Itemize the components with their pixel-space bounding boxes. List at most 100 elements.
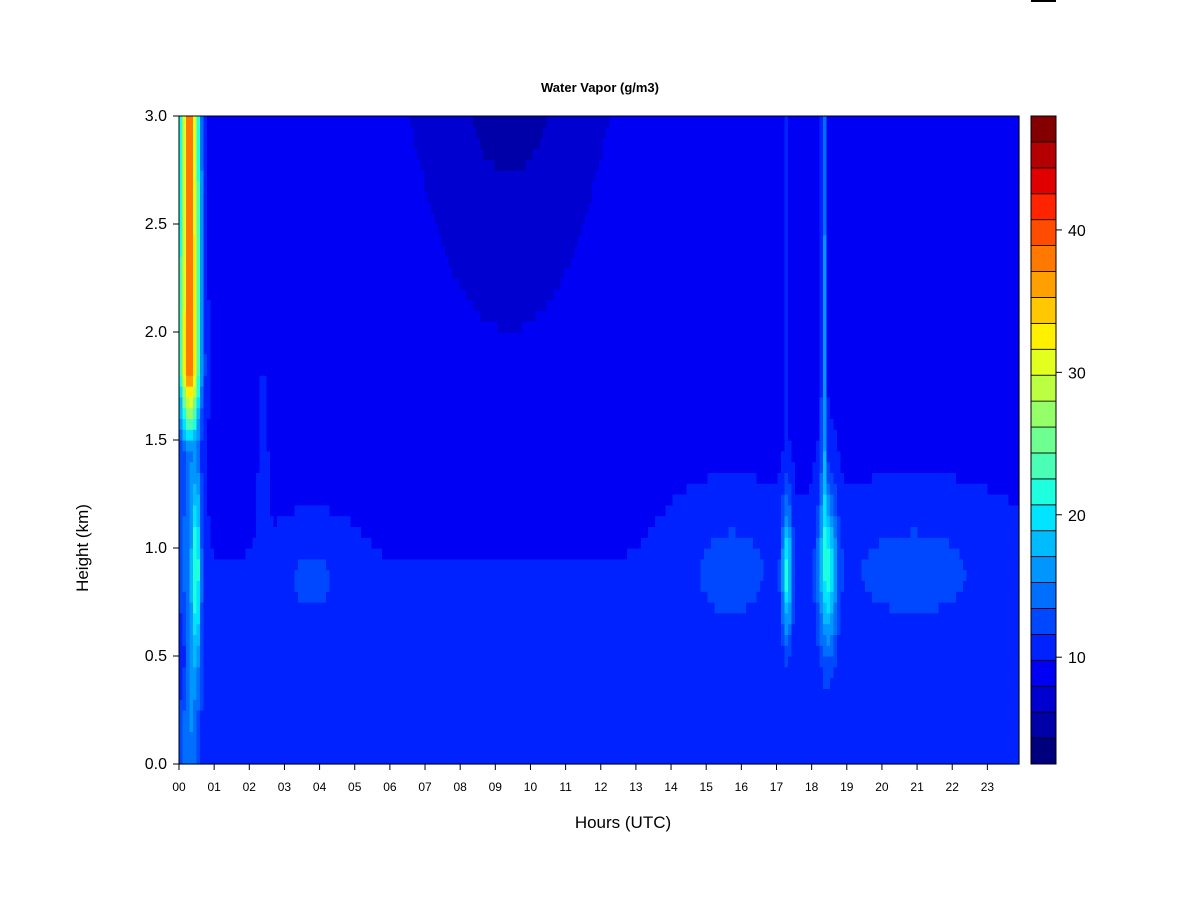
heat-cell	[823, 191, 828, 203]
heat-cell	[816, 634, 821, 646]
heat-cell	[641, 537, 712, 549]
heat-cell	[182, 310, 187, 322]
heat-cell	[784, 321, 789, 333]
heat-cell	[186, 364, 194, 376]
colorbar-border	[1030, 115, 1057, 765]
heat-cell	[830, 558, 835, 571]
heat-cell	[826, 375, 1020, 387]
heat-cell	[210, 342, 786, 355]
heat-cell	[795, 472, 814, 484]
heat-cell	[784, 440, 793, 452]
heat-cell	[546, 116, 611, 128]
heat-cell	[788, 202, 821, 214]
heat-cell	[833, 537, 838, 549]
heat-cell	[210, 396, 261, 409]
heat-cell	[196, 548, 201, 560]
heat-cell	[182, 731, 198, 743]
heat-cell	[196, 710, 201, 722]
heat-cell	[837, 591, 842, 603]
heat-cell	[193, 494, 201, 506]
heat-cell	[413, 126, 478, 139]
heat-cell	[179, 256, 184, 268]
heat-cell	[259, 429, 268, 441]
heat-cell	[186, 429, 194, 441]
heat-cell	[753, 537, 782, 549]
heat-cell	[438, 224, 583, 236]
heat-cell	[186, 472, 191, 484]
heat-cell	[781, 548, 786, 560]
heat-cell	[473, 116, 548, 128]
colorbar-swatch	[1030, 219, 1057, 246]
heat-cell	[819, 569, 824, 581]
heat-cell	[200, 472, 205, 484]
heat-cell	[203, 353, 208, 365]
heat-cell	[203, 386, 212, 398]
heat-cell	[196, 256, 201, 268]
heat-cell	[473, 299, 548, 311]
heat-cell	[179, 429, 184, 441]
heat-cell	[823, 234, 828, 247]
heat-cell	[186, 148, 194, 160]
heat-cell	[179, 418, 184, 430]
heat-cell	[200, 526, 205, 538]
heat-cell	[833, 580, 838, 592]
heat-cell	[788, 256, 821, 268]
heat-cell	[179, 234, 184, 247]
heatmap-field	[179, 116, 1020, 765]
heat-cell	[784, 245, 789, 257]
heat-cell	[193, 710, 198, 722]
y-tick-label: 2.5	[145, 216, 167, 233]
heat-cell	[431, 202, 590, 214]
heat-cell	[203, 515, 212, 527]
heat-cell	[200, 580, 205, 592]
heat-cell	[189, 472, 201, 484]
heat-cell	[203, 288, 208, 301]
heat-cell	[182, 548, 191, 560]
heat-cell	[826, 429, 838, 441]
heat-cell	[795, 526, 817, 538]
heat-cell	[788, 602, 793, 614]
heat-cell	[179, 569, 184, 581]
heat-cell	[788, 558, 793, 571]
heat-cell	[784, 202, 789, 214]
heat-cell	[200, 353, 205, 365]
heat-cell	[186, 310, 194, 322]
heat-cell	[193, 299, 198, 311]
heat-cell	[193, 342, 198, 355]
heat-cell	[186, 321, 194, 333]
x-axis: 00 01 02 03 04 05 06 07 08 09 10 11 12 13 14 15 16 17 18 19…	[172, 764, 994, 794]
heat-cell	[823, 180, 828, 193]
heat-cell	[889, 602, 940, 614]
heat-cell	[823, 364, 828, 376]
heat-cell	[189, 548, 194, 560]
heat-cell	[210, 375, 261, 387]
heat-cell	[823, 526, 828, 538]
heat-cell	[816, 623, 821, 635]
heat-cell	[837, 569, 845, 581]
heat-cell	[826, 148, 1020, 160]
heat-cell	[826, 116, 1020, 128]
heat-cell	[207, 224, 439, 236]
heat-cell	[182, 418, 187, 430]
heat-cell	[207, 245, 446, 257]
heat-cell	[207, 159, 422, 171]
heat-cell	[179, 126, 184, 139]
heat-cell	[259, 440, 268, 452]
heat-cell	[182, 267, 187, 279]
heat-cell	[196, 116, 201, 128]
heat-cell	[791, 569, 796, 581]
heat-cell	[760, 548, 782, 560]
heat-cell	[179, 278, 184, 290]
heat-cell	[186, 224, 194, 236]
heat-cell	[200, 407, 205, 419]
heat-cell	[186, 666, 191, 679]
heat-cell	[186, 602, 191, 614]
heat-cell	[270, 472, 709, 484]
heat-cell	[193, 623, 198, 635]
heat-cell	[186, 256, 194, 268]
heat-cell	[189, 396, 194, 409]
heat-cell	[189, 569, 194, 581]
heat-cell	[182, 720, 191, 733]
heat-cell	[186, 450, 194, 463]
y-tick-label: 0.0	[145, 756, 167, 773]
